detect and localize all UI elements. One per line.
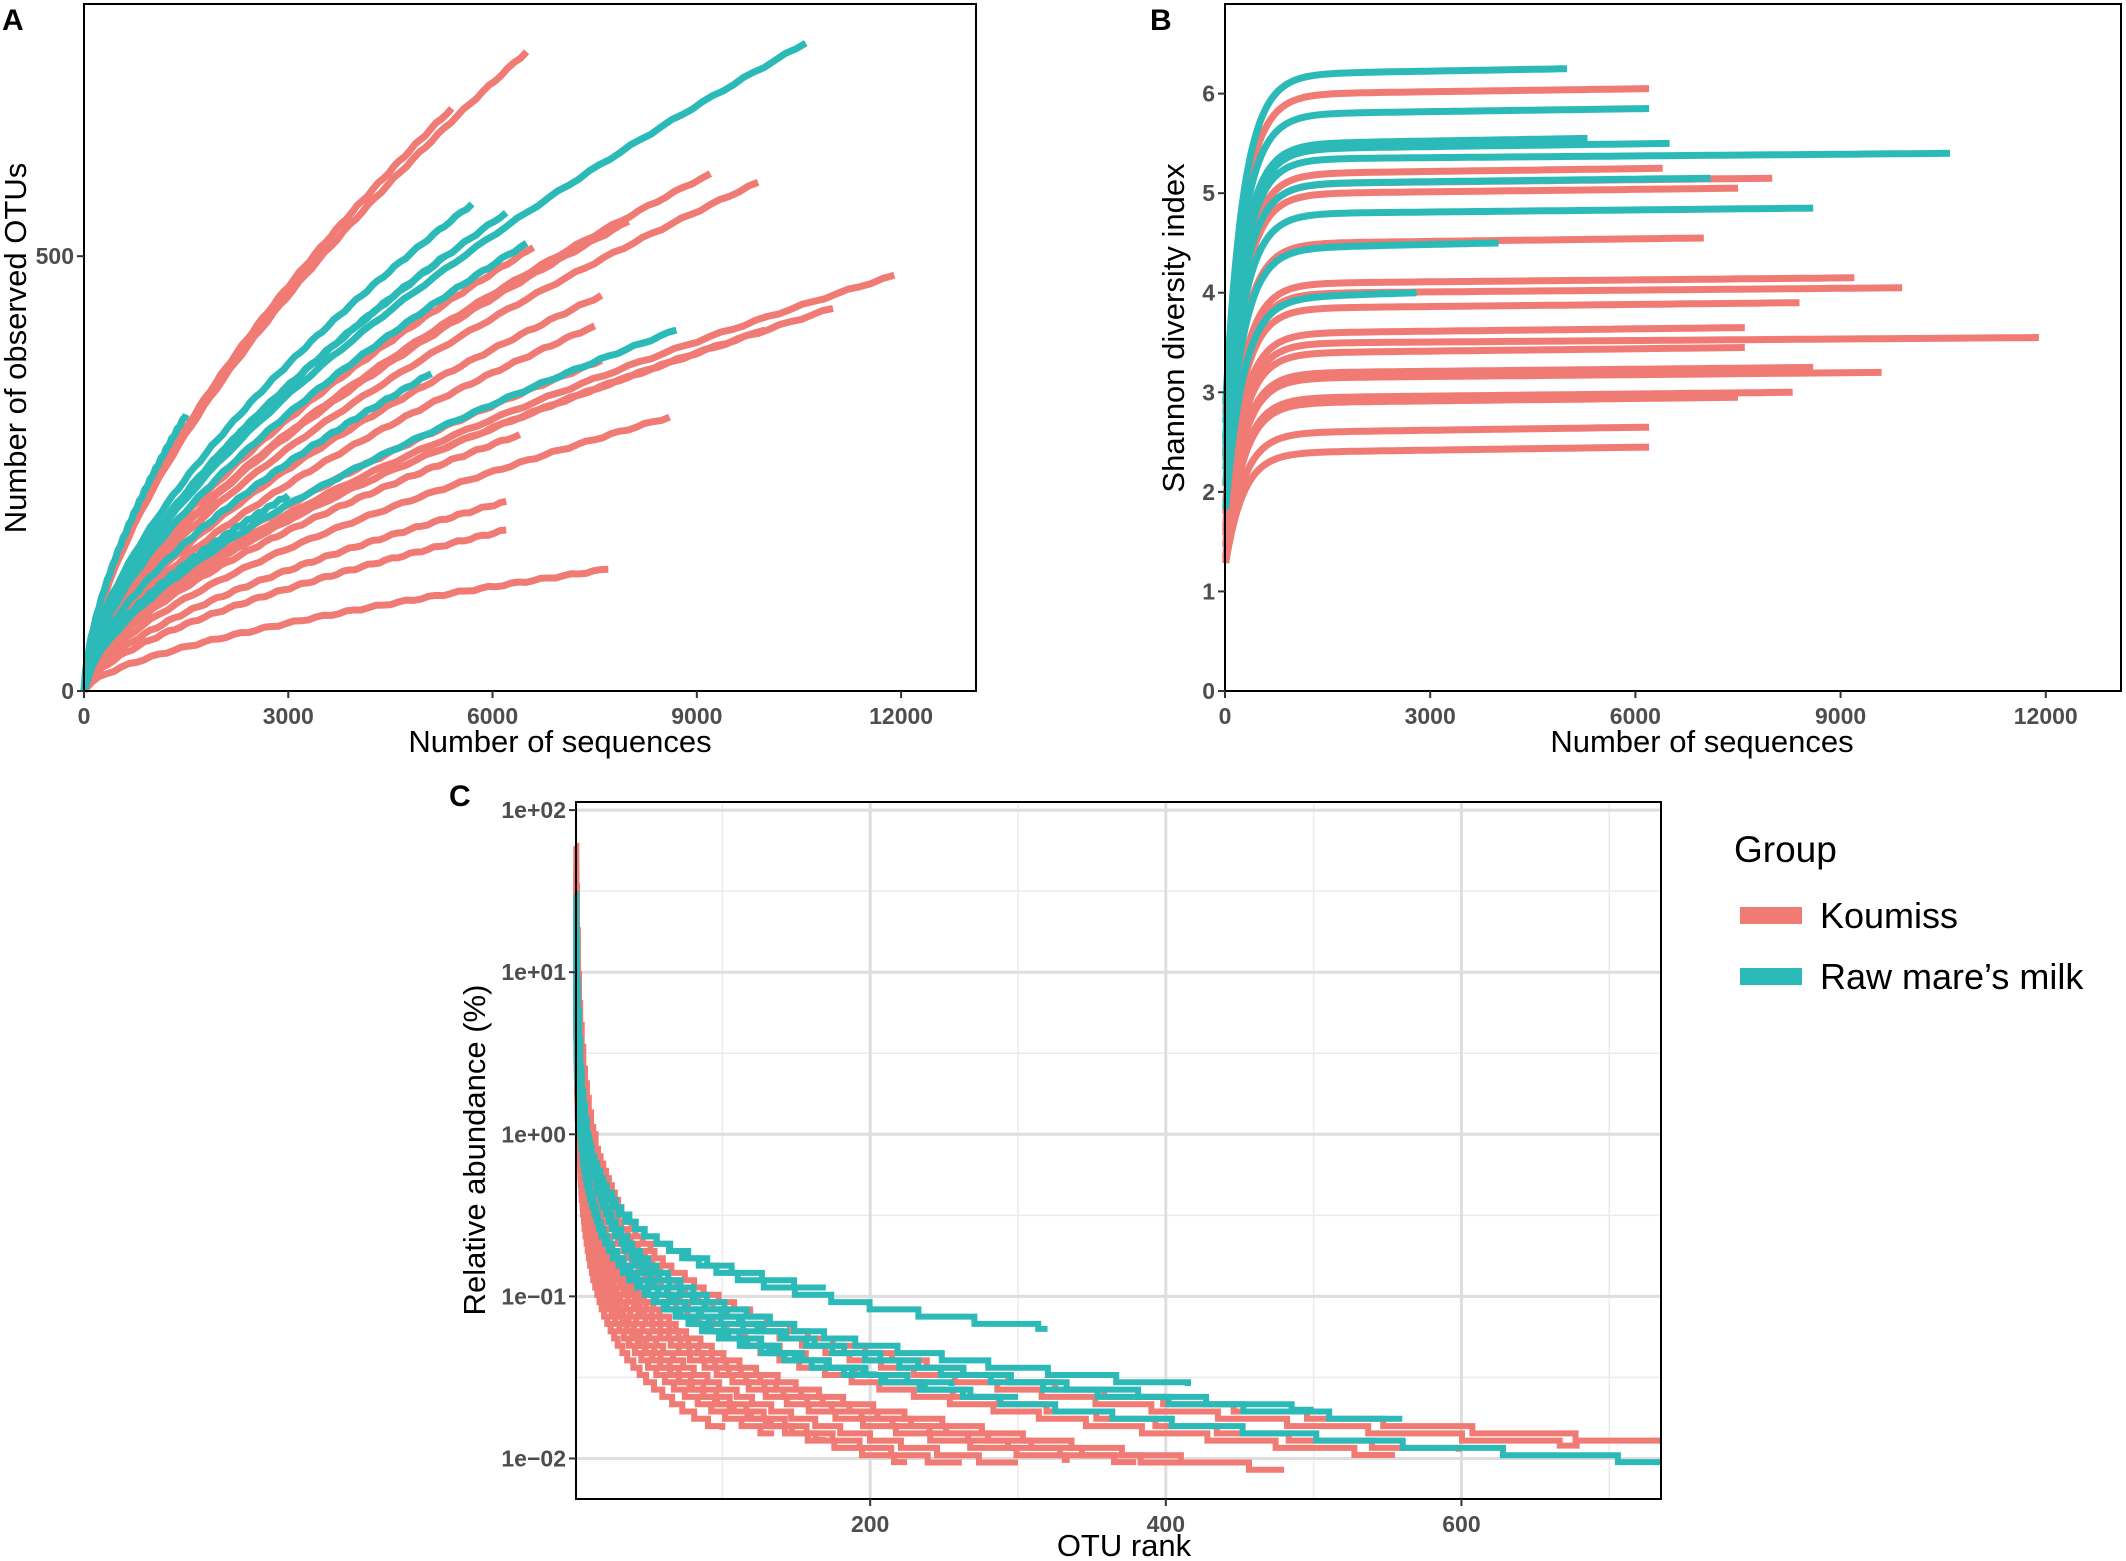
panel-a-line-raw-mare-s-milk bbox=[80, 413, 190, 692]
legend-label-raw-mares-milk: Raw mare’s milk bbox=[1820, 956, 2084, 997]
panel-a-line-raw-mare-s-milk bbox=[80, 40, 808, 692]
panel-b-line-koumiss bbox=[1222, 174, 1773, 457]
legend-swatch-raw-mares-milk bbox=[1740, 968, 1802, 985]
panel-c-y-axis-title: Relative abundance (%) bbox=[457, 985, 492, 1316]
panel-b-x-tick-label: 9000 bbox=[1815, 703, 1866, 729]
panel-b-y-tick-label: 4 bbox=[1202, 280, 1215, 306]
legend-title: Group bbox=[1734, 829, 1837, 870]
panel-b-series bbox=[1222, 65, 2039, 566]
panel-a-line-koumiss bbox=[80, 413, 671, 693]
legend: Group Koumiss Raw mare’s milk bbox=[1734, 829, 2084, 997]
panel-a-y-ticks: 0 500 bbox=[36, 243, 84, 704]
panel-a-line-koumiss bbox=[80, 271, 896, 693]
panel-b-line-raw-mare-s-milk bbox=[1222, 204, 1814, 471]
panel-b-x-tick-label: 12000 bbox=[2014, 703, 2078, 729]
panel-b-line-raw-mare-s-milk bbox=[1222, 289, 1417, 513]
panel-c: C 200 400 600 1e+02 1e+01 1e+00 1e−01 1e−02 OT… bbox=[449, 780, 1662, 1561]
panel-a-series bbox=[80, 40, 896, 694]
panel-b-y-tick-label: 6 bbox=[1202, 81, 1215, 107]
panel-c-line-koumiss bbox=[573, 945, 962, 1466]
panel-c-y-tick-label: 1e+02 bbox=[501, 797, 566, 823]
panel-c-y-ticks: 1e+02 1e+01 1e+00 1e−01 1e−02 bbox=[501, 797, 576, 1471]
panel-a-x-tick-label: 6000 bbox=[467, 703, 518, 729]
panel-b-x-tick-label: 3000 bbox=[1405, 703, 1456, 729]
panel-a-x-ticks: 0 3000 6000 9000 12000 bbox=[78, 691, 933, 729]
panel-a-line-koumiss bbox=[80, 526, 507, 693]
panel-a-x-tick-label: 0 bbox=[78, 703, 91, 729]
panel-b-x-tick-label: 0 bbox=[1219, 703, 1232, 729]
panel-a-line-koumiss bbox=[80, 431, 522, 693]
panel-b-line-raw-mare-s-milk bbox=[1222, 149, 1951, 445]
panel-c-line-koumiss bbox=[573, 842, 1661, 1444]
panel-b-line-koumiss bbox=[1222, 393, 1739, 561]
panel-b-frame bbox=[1224, 3, 2122, 692]
panel-c-line-koumiss bbox=[573, 955, 908, 1466]
panel-b-line-koumiss bbox=[1222, 388, 1793, 559]
panel-a-line-koumiss bbox=[80, 322, 597, 692]
panel-a-letter: A bbox=[2, 4, 24, 37]
panel-a-frame bbox=[83, 3, 977, 692]
panel-b-y-tick-label: 1 bbox=[1202, 578, 1215, 604]
panel-a-line-koumiss bbox=[80, 179, 760, 692]
panel-a-y-axis-title: Number of observed OTUs bbox=[0, 163, 33, 533]
panel-a-x-tick-label: 12000 bbox=[869, 703, 933, 729]
legend-swatch-koumiss bbox=[1740, 907, 1802, 924]
panel-b-line-raw-mare-s-milk bbox=[1222, 65, 1568, 406]
panel-a-y-tick-label: 0 bbox=[61, 678, 74, 704]
panel-b-line-raw-mare-s-milk bbox=[1222, 239, 1499, 489]
panel-a-line-raw-mare-s-milk bbox=[80, 253, 447, 692]
panel-a-line-koumiss bbox=[80, 326, 766, 693]
panel-a-line-raw-mare-s-milk bbox=[80, 201, 475, 692]
panel-b-y-tick-label: 5 bbox=[1202, 180, 1215, 206]
panel-c-y-tick-label: 1e+01 bbox=[501, 959, 566, 985]
panel-b-line-koumiss bbox=[1222, 334, 2039, 532]
panel-c-y-tick-label: 1e−01 bbox=[501, 1283, 566, 1309]
panel-c-x-ticks: 200 400 600 bbox=[851, 1499, 1481, 1537]
panel-b-line-koumiss bbox=[1222, 443, 1650, 566]
panel-c-line-koumiss bbox=[573, 1008, 726, 1430]
panel-c-series bbox=[573, 842, 1661, 1473]
panel-c-x-tick-label: 400 bbox=[1147, 1511, 1185, 1537]
panel-b-line-koumiss bbox=[1222, 344, 1745, 538]
panel-b-y-axis-title: Shannon diversity index bbox=[1156, 163, 1191, 493]
panel-b-y-ticks: 0 1 2 3 4 5 6 bbox=[1202, 81, 1225, 704]
panel-c-x-axis-title: OTU rank bbox=[1057, 1528, 1192, 1561]
legend-label-koumiss: Koumiss bbox=[1820, 895, 1958, 936]
panel-c-y-tick-label: 1e−02 bbox=[501, 1445, 566, 1471]
panel-a: A 0 3000 6000 9000 12000 0 500 Number of sequ… bbox=[0, 3, 977, 759]
panel-b-x-ticks: 0 3000 6000 9000 12000 bbox=[1219, 691, 2078, 729]
panel-c-y-tick-label: 1e+00 bbox=[501, 1121, 566, 1147]
panel-c-frame bbox=[575, 801, 1662, 1500]
panel-b-line-koumiss bbox=[1222, 423, 1650, 565]
panel-a-line-raw-mare-s-milk bbox=[80, 240, 529, 692]
panel-a-line-koumiss bbox=[80, 106, 455, 692]
panel-b-line-koumiss bbox=[1222, 184, 1739, 462]
panel-b-line-koumiss bbox=[1222, 368, 1882, 549]
panel-a-line-raw-mare-s-milk bbox=[80, 326, 678, 693]
panel-b: B 0 3000 6000 9000 12000 0 1 2 3 4 5 6 Number of s… bbox=[1150, 3, 2122, 759]
panel-a-x-tick-label: 3000 bbox=[263, 703, 314, 729]
panel-c-line-raw-mare-s-milk bbox=[573, 994, 826, 1291]
panel-c-x-tick-label: 600 bbox=[1442, 1511, 1480, 1537]
panel-b-x-tick-label: 6000 bbox=[1610, 703, 1661, 729]
panel-a-y-tick-label: 500 bbox=[36, 243, 74, 269]
panel-c-x-tick-label: 200 bbox=[851, 1511, 889, 1537]
panel-b-line-raw-mare-s-milk bbox=[1222, 105, 1650, 424]
panel-b-y-tick-label: 3 bbox=[1202, 379, 1215, 405]
panel-b-line-raw-mare-s-milk bbox=[1222, 174, 1711, 457]
panel-a-line-raw-mare-s-milk bbox=[80, 370, 433, 692]
panel-a-x-tick-label: 9000 bbox=[671, 703, 722, 729]
panel-a-line-koumiss bbox=[80, 253, 563, 692]
panel-b-letter: B bbox=[1150, 4, 1172, 37]
panel-c-line-raw-mare-s-milk bbox=[573, 1003, 760, 1335]
panel-b-y-tick-label: 2 bbox=[1202, 479, 1215, 505]
panel-a-line-raw-mare-s-milk bbox=[80, 492, 291, 692]
panel-c-letter: C bbox=[449, 780, 471, 813]
panel-a-line-koumiss bbox=[80, 497, 507, 693]
panel-b-y-tick-label: 0 bbox=[1202, 678, 1215, 704]
panel-a-x-axis-title: Number of sequences bbox=[408, 724, 711, 759]
panel-b-x-axis-title: Number of sequences bbox=[1550, 724, 1853, 759]
panel-a-line-koumiss bbox=[81, 565, 609, 694]
